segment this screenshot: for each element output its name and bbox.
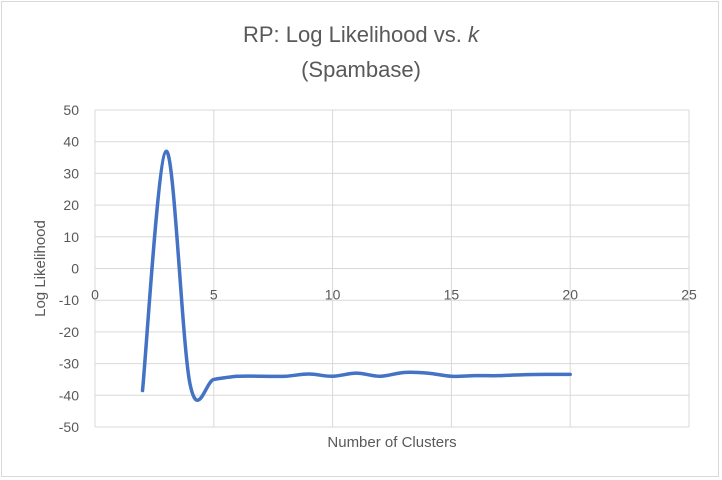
chart-title-prefix: RP: Log Likelihood vs.: [242, 22, 469, 47]
y-tick-label: 50: [63, 102, 79, 118]
y-tick-label: -40: [59, 387, 79, 403]
x-tick-label: 20: [562, 287, 578, 303]
x-tick-label: 5: [210, 287, 218, 303]
y-tick-label: 40: [63, 134, 79, 150]
y-tick-label: 0: [71, 261, 79, 277]
x-tick-label: 25: [681, 287, 697, 303]
y-tick-label: 30: [63, 165, 79, 181]
y-tick-label: -50: [59, 419, 79, 435]
y-tick-label: -30: [59, 356, 79, 372]
x-tick-label: 15: [444, 287, 460, 303]
y-axis-label: Log Likelihood: [32, 220, 49, 317]
x-tick-label: 0: [91, 287, 99, 303]
x-tick-label: 10: [325, 287, 341, 303]
chart-title: RP: Log Likelihood vs. k: [0, 22, 722, 48]
chart-title-variable: k: [468, 22, 480, 47]
chart-subtitle: (Spambase): [301, 57, 421, 82]
y-tick-label: -10: [59, 292, 79, 308]
y-tick-label: 10: [63, 229, 79, 245]
y-tick-label: 20: [63, 197, 79, 213]
y-tick-label: -20: [59, 324, 79, 340]
x-axis-label: Number of Clusters: [327, 434, 456, 451]
series-line: [140, 149, 572, 402]
